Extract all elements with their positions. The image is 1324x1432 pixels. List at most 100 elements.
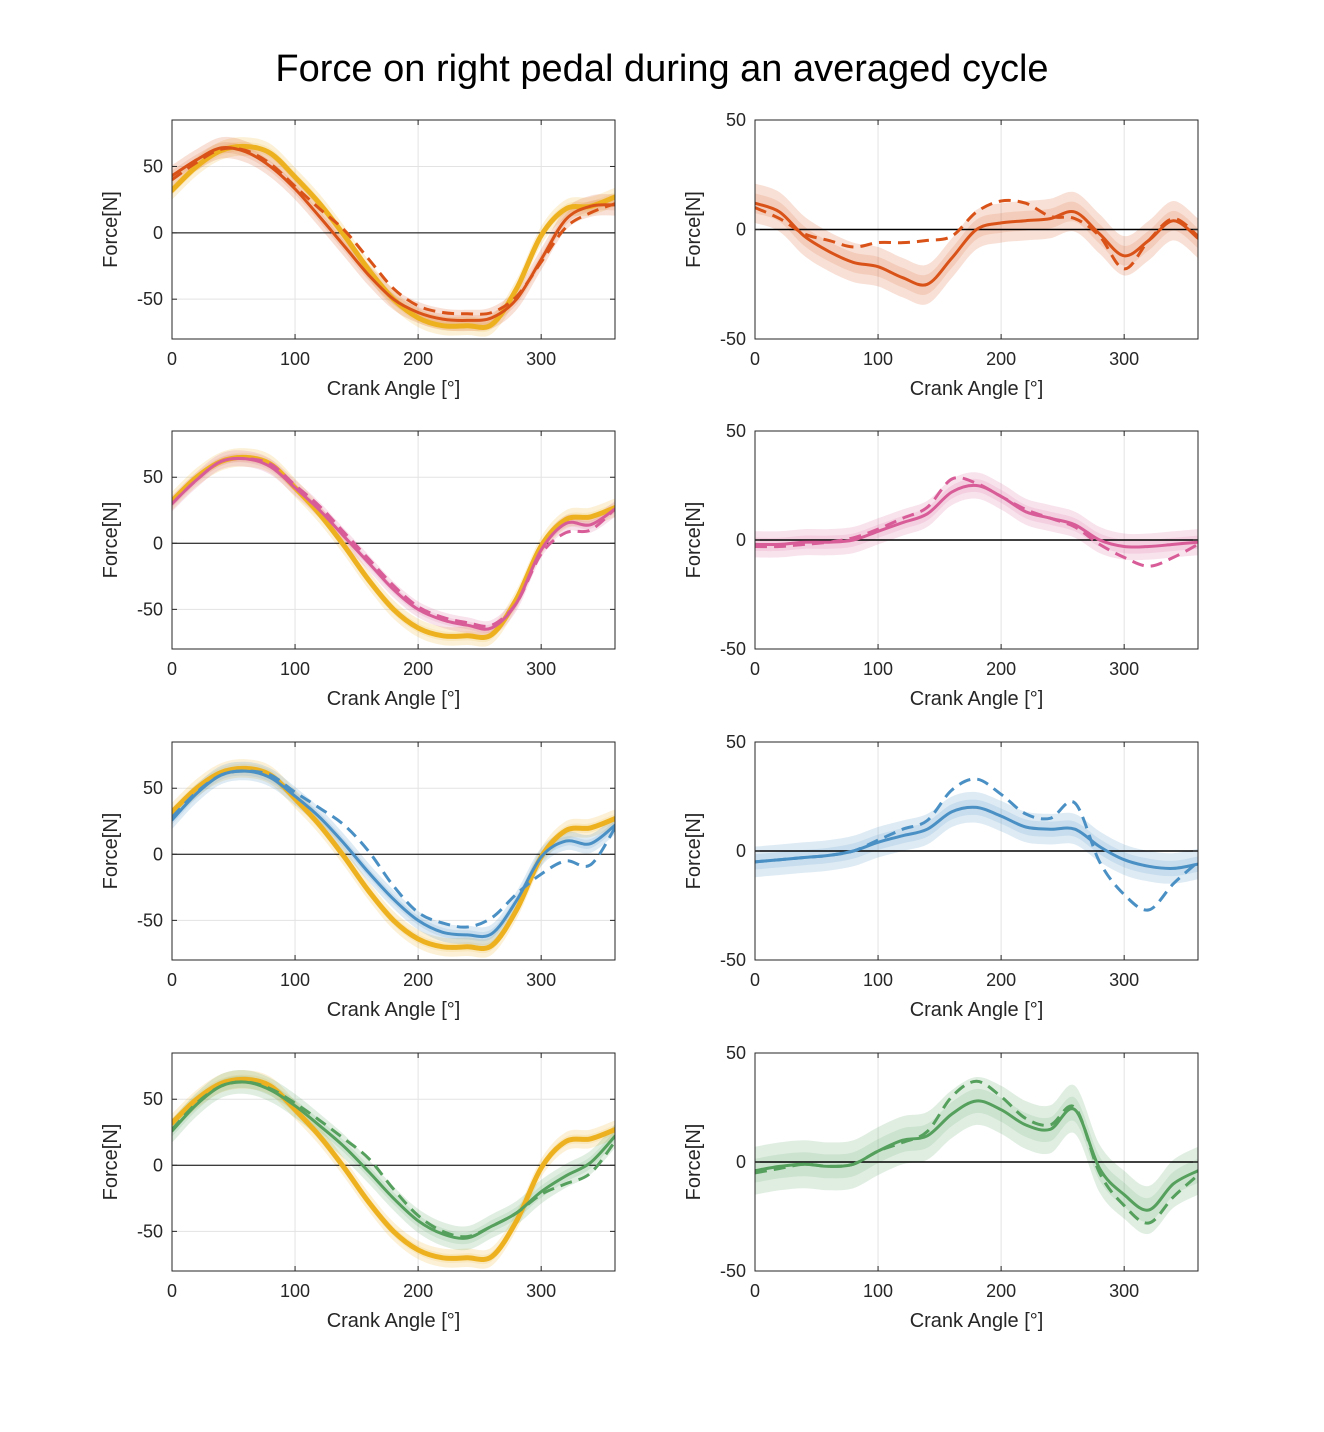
confidence-band-inner-green <box>755 1088 1198 1223</box>
x-tick-label: 300 <box>1109 970 1139 990</box>
series-line-orange-dashed <box>755 198 1198 271</box>
x-tick-label: 100 <box>863 970 893 990</box>
chart-panel-7: 0 100 200 300 -50 0 50 Crank Angle [°] Force[N] <box>100 1052 616 1332</box>
y-tick-label: 0 <box>736 1152 746 1172</box>
confidence-band-green <box>755 1076 1198 1235</box>
axes-frame <box>171 119 616 340</box>
y-tick-label: 50 <box>726 1043 746 1063</box>
x-tick-label: 200 <box>403 349 433 369</box>
x-tick-label: 200 <box>986 349 1016 369</box>
x-tick-label: 100 <box>863 1281 893 1301</box>
y-tick-label: -50 <box>137 910 163 930</box>
x-tick-label: 300 <box>1109 349 1139 369</box>
x-axis-label: Crank Angle [°] <box>910 378 1044 400</box>
x-tick-label: 300 <box>526 1281 556 1301</box>
chart-panel-5: 0 100 200 300 -50 0 50 Crank Angle [°] Force[N] <box>100 741 616 1021</box>
axes-frame <box>171 741 616 961</box>
axes-frame <box>171 430 616 650</box>
x-tick-label: 0 <box>750 349 760 369</box>
confidence-band-blue <box>755 791 1198 884</box>
y-axis-label: Force[N] <box>100 502 122 579</box>
x-axis-label: Crank Angle [°] <box>327 999 461 1021</box>
x-tick-label: 100 <box>863 349 893 369</box>
y-tick-label: 50 <box>143 156 163 176</box>
x-tick-label: 0 <box>750 1281 760 1301</box>
y-tick-label: 0 <box>153 223 163 243</box>
x-tick-label: 200 <box>403 1281 433 1301</box>
x-tick-label: 200 <box>403 659 433 679</box>
x-axis-label: Crank Angle [°] <box>910 688 1044 710</box>
plot-content <box>755 1076 1198 1235</box>
y-tick-label: 0 <box>153 533 163 553</box>
x-axis-label: Crank Angle [°] <box>327 688 461 710</box>
y-tick-label: 50 <box>143 1089 163 1109</box>
plot-content <box>172 759 615 958</box>
x-tick-label: 300 <box>526 349 556 369</box>
x-tick-label: 300 <box>1109 659 1139 679</box>
y-axis-label: Force[N] <box>683 813 705 890</box>
axes-frame <box>171 1052 616 1272</box>
series-line-blue-solid <box>172 769 615 939</box>
y-tick-label: -50 <box>137 1221 163 1241</box>
series-line-pink-dashed <box>755 476 1198 568</box>
x-axis-label: Crank Angle [°] <box>910 999 1044 1021</box>
x-tick-label: 200 <box>986 1281 1016 1301</box>
y-tick-label: 0 <box>736 841 746 861</box>
series-line-orange-dashed <box>172 146 615 316</box>
confidence-band-blue <box>172 761 615 946</box>
plot-content <box>172 1069 615 1269</box>
y-axis-label: Force[N] <box>683 191 705 268</box>
x-tick-label: 100 <box>280 659 310 679</box>
series-line-yellow-solid <box>172 1076 615 1263</box>
x-tick-label: 200 <box>986 659 1016 679</box>
y-tick-label: 50 <box>726 732 746 752</box>
y-tick-label: 0 <box>736 530 746 550</box>
x-tick-label: 300 <box>526 970 556 990</box>
y-tick-label: -50 <box>137 289 163 309</box>
confidence-band-pink <box>172 450 615 638</box>
confidence-band-inner-green <box>172 1075 615 1245</box>
x-tick-label: 200 <box>403 970 433 990</box>
y-tick-label: -50 <box>720 1261 746 1281</box>
series-line-green-dashed <box>755 1079 1198 1225</box>
x-tick-label: 0 <box>167 659 177 679</box>
y-tick-label: 0 <box>153 844 163 864</box>
y-tick-label: -50 <box>720 639 746 659</box>
series-line-green-dashed <box>172 1080 615 1239</box>
plot-content <box>755 183 1198 305</box>
x-tick-label: 300 <box>526 659 556 679</box>
plot-content <box>755 777 1198 912</box>
y-axis-label: Force[N] <box>683 1124 705 1201</box>
y-axis-label: Force[N] <box>683 502 705 579</box>
x-tick-label: 200 <box>986 970 1016 990</box>
chart-panel-1: 0 100 200 300 -50 0 50 Crank Angle [°] Force[N] <box>100 119 616 400</box>
y-tick-label: -50 <box>720 950 746 970</box>
y-tick-label: 0 <box>736 220 746 240</box>
series-line-pink-dashed <box>172 456 615 628</box>
y-tick-label: 50 <box>726 421 746 441</box>
confidence-band-orange <box>172 136 615 332</box>
x-axis-label: Crank Angle [°] <box>327 378 461 400</box>
plot-content <box>172 136 615 337</box>
y-axis-label: Force[N] <box>100 191 122 268</box>
x-tick-label: 0 <box>750 970 760 990</box>
x-tick-label: 0 <box>167 970 177 990</box>
x-tick-label: 300 <box>1109 1281 1139 1301</box>
x-tick-label: 0 <box>750 659 760 679</box>
x-tick-label: 100 <box>863 659 893 679</box>
y-tick-label: 50 <box>143 778 163 798</box>
figure-title: Force on right pedal during an averaged … <box>275 48 1049 90</box>
x-tick-label: 100 <box>280 1281 310 1301</box>
x-axis-label: Crank Angle [°] <box>910 1310 1044 1332</box>
plot-content <box>755 472 1198 568</box>
chart-panel-3: 0 100 200 300 -50 0 50 Crank Angle [°] Force[N] <box>100 430 616 710</box>
x-tick-label: 100 <box>280 970 310 990</box>
y-tick-label: -50 <box>137 599 163 619</box>
x-tick-label: 0 <box>167 1281 177 1301</box>
y-tick-label: 0 <box>153 1155 163 1175</box>
series-line-green-solid <box>755 1099 1198 1212</box>
